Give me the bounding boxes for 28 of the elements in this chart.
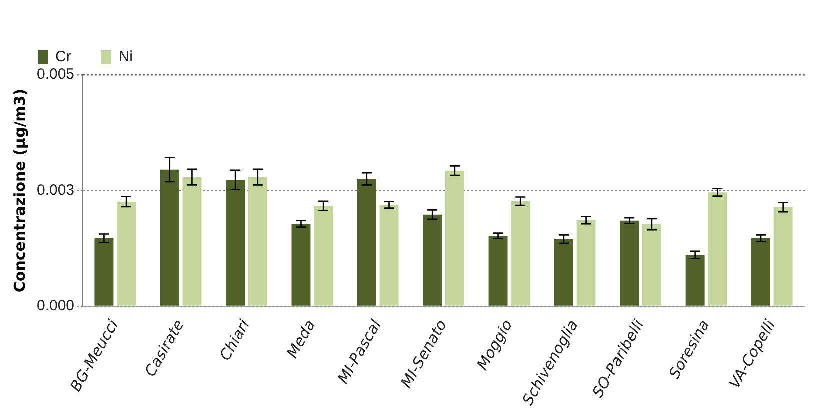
y-tick-label: 0.000 — [36, 298, 75, 315]
bar — [554, 239, 574, 306]
bar — [488, 236, 508, 306]
bar — [620, 220, 640, 306]
bar — [357, 179, 376, 306]
bar — [314, 206, 334, 306]
bar — [292, 224, 311, 306]
bar — [226, 180, 246, 306]
bar — [686, 255, 705, 306]
bar — [445, 170, 464, 306]
legend-label: Ni — [118, 48, 133, 66]
bar — [94, 238, 114, 306]
bar — [642, 224, 662, 306]
bar — [182, 177, 202, 306]
y-axis-title: Concentrazione (µg/m3) — [10, 88, 29, 293]
bar — [423, 214, 442, 306]
bar — [774, 207, 793, 306]
bar — [160, 170, 180, 306]
legend-label: Cr — [56, 48, 72, 66]
y-tick-label: 0.005 — [36, 66, 75, 84]
bar — [117, 202, 136, 306]
y-tick-label: 0.003 — [36, 182, 75, 199]
bar — [576, 220, 596, 306]
bar — [380, 205, 399, 306]
bar — [752, 238, 770, 306]
bar — [248, 177, 268, 306]
bar — [511, 201, 530, 306]
bar — [708, 192, 728, 306]
